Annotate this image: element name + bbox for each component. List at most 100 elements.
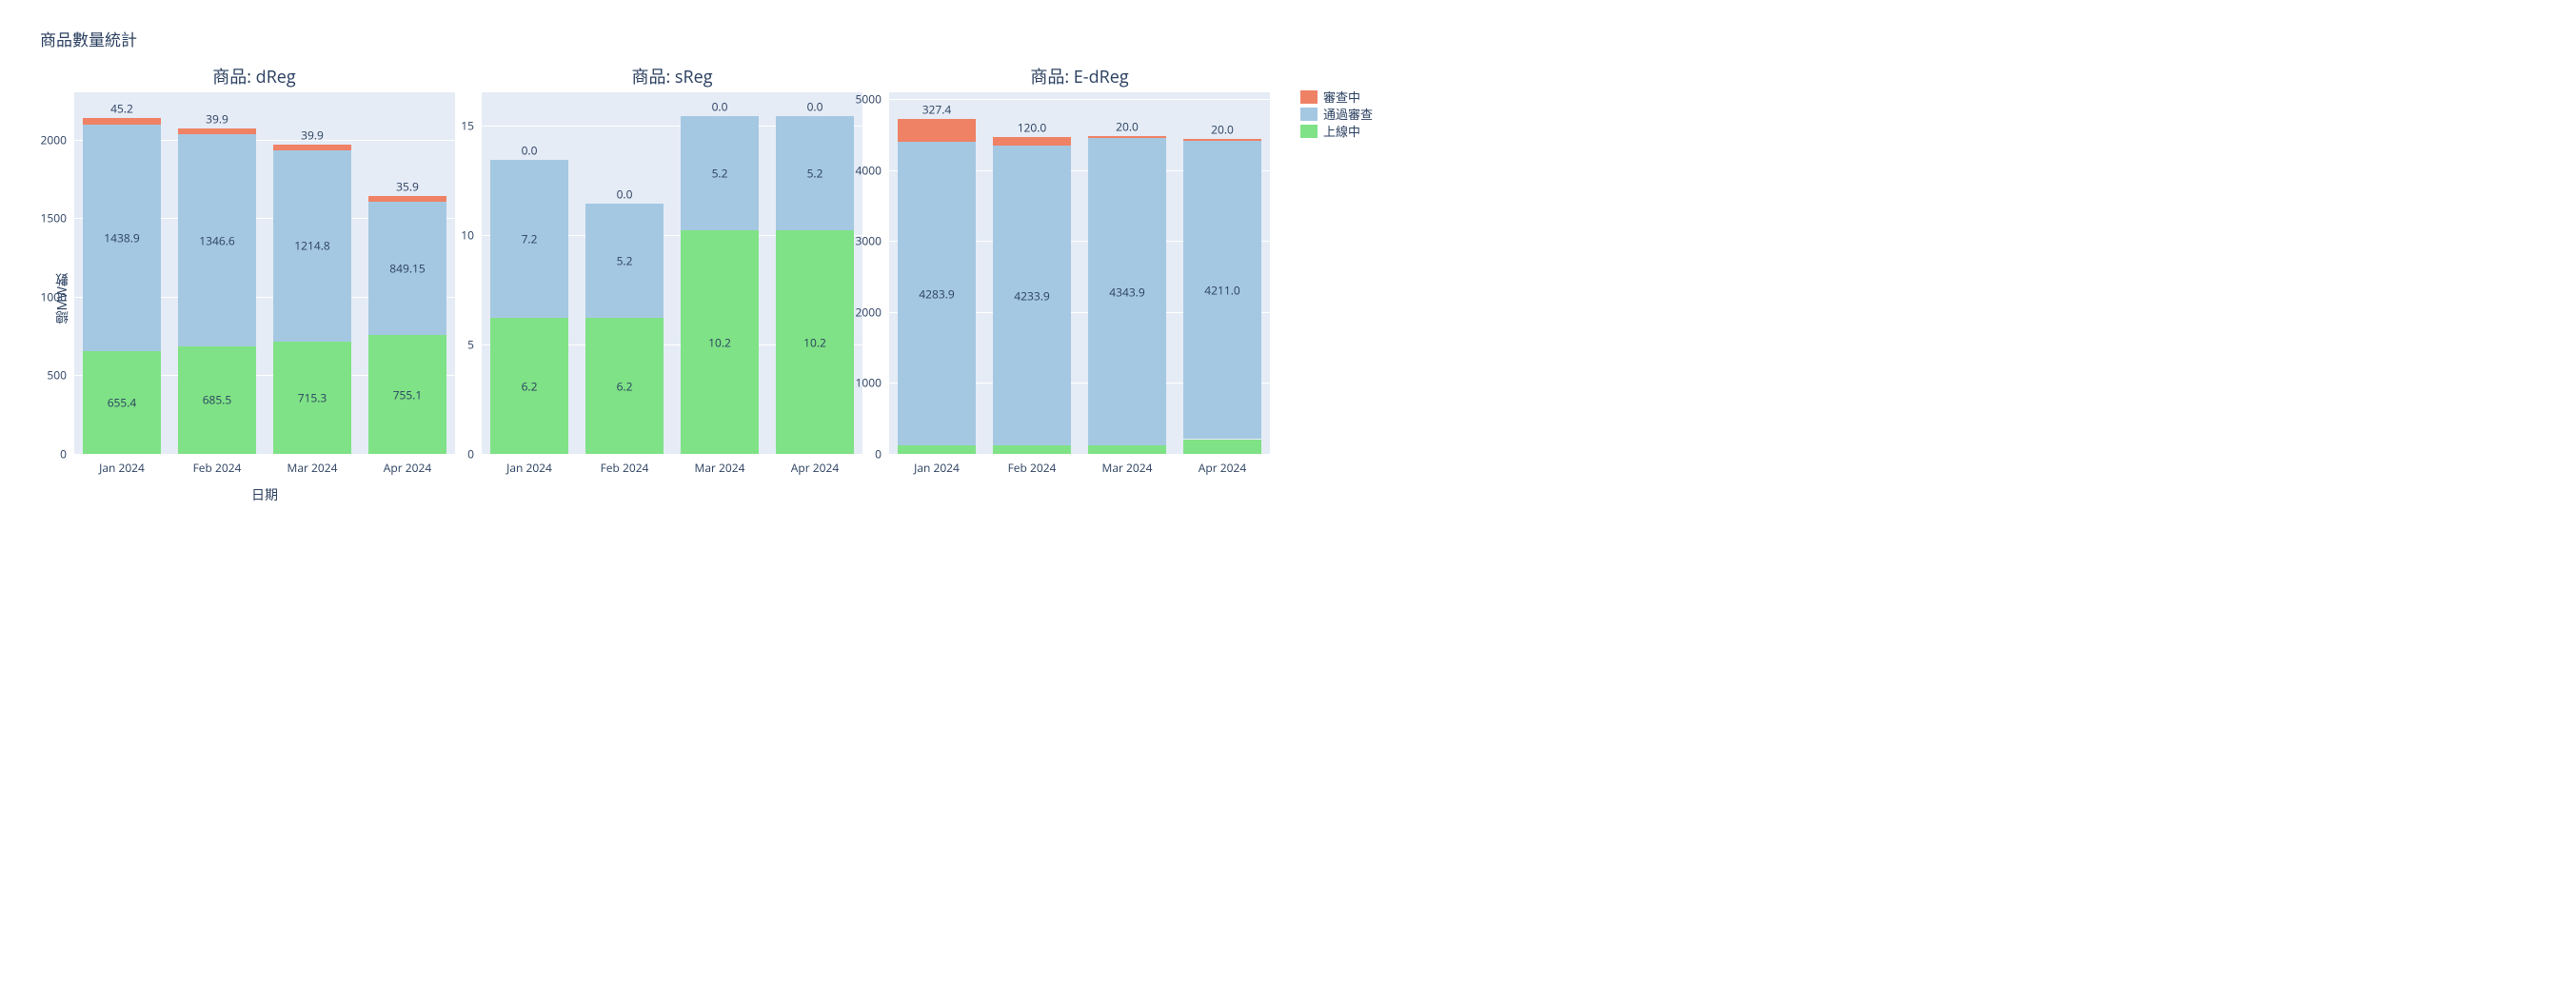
bar-value-label: 5.2 [712,166,728,182]
x-tick-label: Mar 2024 [265,460,360,476]
bar-segment[interactable] [1183,440,1261,454]
x-axis-labels: Jan 2024Feb 2024Mar 2024Apr 2024 [482,460,862,476]
y-tick-label: 1000 [41,288,67,305]
legend-item[interactable]: 上線中 [1300,125,1373,138]
x-tick-label: Mar 2024 [672,460,767,476]
legend-swatch [1300,125,1318,138]
bar-value-label: 45.2 [110,100,133,116]
bar-value-label: 20.0 [1211,122,1234,138]
bar-value-label: 10.2 [708,334,731,350]
x-tick-label: Jan 2024 [889,460,984,476]
bar-value-label: 0.0 [522,143,538,159]
bar-value-label: 4211.0 [1204,282,1239,298]
plot-area: 010002000300040005000116.04283.9327.4116… [889,92,1270,454]
bar-value-label: 655.4 [108,394,137,410]
legend-item[interactable]: 通過審查 [1300,108,1373,121]
y-tick-label: 0 [875,446,882,462]
bar-value-label: 5.2 [807,166,823,182]
x-tick-label: Jan 2024 [482,460,577,476]
figure-title: 商品數量統計 [40,27,1428,50]
legend-swatch [1300,108,1318,121]
plot-wrap: 0510156.27.20.06.25.20.010.25.20.010.25.… [482,92,862,476]
bar-value-label: 6.2 [522,378,538,394]
x-axis-labels: Jan 2024Feb 2024Mar 2024Apr 2024 [74,460,455,476]
subplot-title: 商品: E-dReg [1030,64,1128,88]
plot-wrap: 0500100015002000655.41438.945.2685.51346… [74,92,455,504]
y-tick-label: 0 [467,446,474,462]
bar-value-label: 0.0 [712,99,728,115]
bar-value-label: 5.2 [617,253,633,269]
y-tick-label: 2000 [41,131,67,148]
bar-segment[interactable] [1183,139,1261,140]
x-tick-label: Apr 2024 [767,460,862,476]
x-tick-label: Apr 2024 [360,460,455,476]
x-tick-label: Feb 2024 [169,460,265,476]
bar-value-label: 327.4 [922,101,952,117]
bar-segment[interactable] [1088,136,1166,137]
bar-value-label: 1438.9 [104,229,139,246]
chart-shell: 總MW數0500100015002000655.41438.945.2685.5… [53,92,455,504]
chart-shell: 0510156.27.20.06.25.20.010.25.20.010.25.… [482,92,862,476]
plot-area: 0500100015002000655.41438.945.2685.51346… [74,92,455,454]
bar-value-label: 39.9 [206,110,228,127]
bar-segment[interactable] [83,118,161,125]
bar-value-label: 4233.9 [1014,287,1049,304]
bar-value-label: 7.2 [522,231,538,247]
legend-label: 上線中 [1323,126,1360,138]
bar-segment[interactable] [273,145,351,151]
plot-wrap: 010002000300040005000116.04283.9327.4116… [889,92,1270,476]
bar-segment[interactable] [993,137,1071,146]
y-tick-label: 1500 [41,210,67,226]
bar-value-label: 39.9 [301,127,324,143]
y-tick-label: 1000 [856,375,882,391]
x-tick-label: Feb 2024 [984,460,1080,476]
bar-value-label: 0.0 [617,187,633,203]
bar-segment[interactable] [993,445,1071,454]
bar-value-label: 4343.9 [1109,284,1144,300]
y-tick-label: 2000 [856,304,882,320]
bar-segment[interactable] [1088,445,1166,454]
y-tick-label: 500 [47,367,67,384]
bar-segment[interactable] [898,445,976,454]
bar-value-label: 10.2 [803,334,826,350]
plot-area: 0510156.27.20.06.25.20.010.25.20.010.25.… [482,92,862,454]
x-tick-label: Jan 2024 [74,460,169,476]
gridline [482,454,862,455]
bar-value-label: 0.0 [807,99,823,115]
bar-value-label: 20.0 [1116,119,1139,135]
x-tick-label: Feb 2024 [577,460,672,476]
y-tick-label: 4000 [856,162,882,178]
bar-value-label: 715.3 [298,389,327,405]
gridline [74,454,455,455]
figure: 商品數量統計 商品: dReg總MW數0500100015002000655.4… [0,0,1447,533]
subplot-title: 商品: dReg [212,64,295,88]
x-axis-labels: Jan 2024Feb 2024Mar 2024Apr 2024 [889,460,1270,476]
bar-value-label: 685.5 [203,392,232,408]
legend-swatch [1300,90,1318,104]
chart-panel: 商品: sReg0510156.27.20.06.25.20.010.25.20… [482,64,862,476]
bar-value-label: 6.2 [617,378,633,394]
bar-segment[interactable] [368,196,446,202]
bar-value-label: 35.9 [396,179,419,195]
bar-segment[interactable] [178,128,256,135]
legend-item[interactable]: 審查中 [1300,90,1373,104]
legend[interactable]: 審查中通過審查上線中 [1300,90,1373,142]
legend-label: 通過審查 [1323,108,1373,121]
bar-value-label: 1346.6 [199,232,234,248]
bar-value-label: 1214.8 [294,238,329,254]
bar-value-label: 755.1 [393,386,423,403]
y-tick-label: 0 [60,446,67,462]
chart-panel: 商品: E-dReg010002000300040005000116.04283… [889,64,1270,476]
bar-value-label: 120.0 [1018,119,1047,135]
y-tick-label: 3000 [856,233,882,249]
legend-label: 審查中 [1323,91,1360,104]
chart-shell: 010002000300040005000116.04283.9327.4116… [889,92,1270,476]
subplot-title: 商品: sReg [632,64,713,88]
x-tick-label: Apr 2024 [1175,460,1270,476]
y-tick-label: 15 [461,117,474,133]
panels-row: 商品: dReg總MW數0500100015002000655.41438.94… [19,64,1428,504]
bar-segment[interactable] [898,119,976,142]
x-tick-label: Mar 2024 [1080,460,1175,476]
bar-value-label: 4283.9 [919,285,954,302]
y-tick-label: 5 [467,336,474,352]
